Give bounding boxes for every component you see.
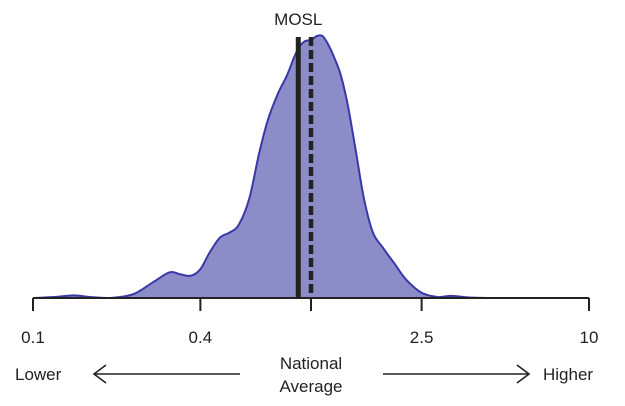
- national-average-label-line1: National: [280, 354, 342, 373]
- density-area-layer: [32, 34, 589, 300]
- lower-label: Lower: [15, 365, 62, 384]
- right-arrow-icon: [383, 364, 531, 384]
- density-area-fill: [33, 35, 589, 298]
- x-tick-label: 0.1: [21, 328, 45, 347]
- national-average-label-line2: Average: [279, 377, 342, 396]
- x-axis-ticks: 0.1 0.4 2.5 10: [21, 298, 598, 347]
- mosl-label: MOSL: [274, 10, 322, 29]
- x-tick-label: 0.4: [189, 328, 213, 347]
- higher-label: Higher: [543, 365, 593, 384]
- reference-lines: MOSL: [274, 10, 322, 298]
- x-tick-label: 2.5: [410, 328, 434, 347]
- left-arrow-icon: [92, 364, 240, 384]
- density-curve-line: [32, 34, 589, 300]
- x-tick-label: 10: [580, 328, 599, 347]
- direction-annotations: Lower Higher National Average: [15, 354, 593, 396]
